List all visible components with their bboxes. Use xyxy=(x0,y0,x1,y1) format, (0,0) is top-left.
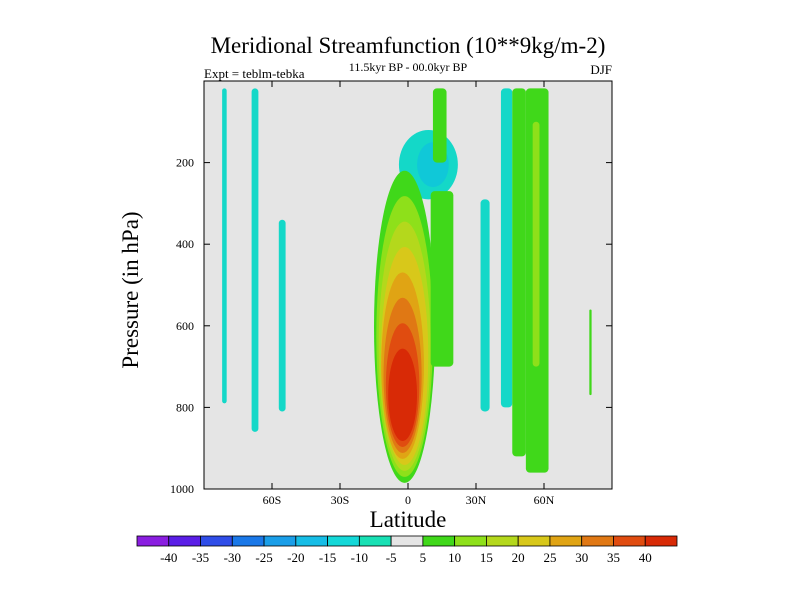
x-tick-label: 30N xyxy=(466,493,487,507)
colorbar-label: 10 xyxy=(448,550,461,565)
contour-band-8 xyxy=(480,199,490,412)
colorbar-swatch xyxy=(486,535,519,547)
colorbar-swatch xyxy=(136,535,170,547)
plot-area xyxy=(203,80,613,490)
colorbar-swatch xyxy=(644,535,678,547)
contour-band-7 xyxy=(430,191,454,367)
season-label: DJF xyxy=(590,62,612,77)
y-tick-label: 200 xyxy=(176,156,194,170)
colorbar-swatch xyxy=(613,535,646,547)
colorbar-label: -15 xyxy=(319,550,336,565)
contour-band-13 xyxy=(589,309,592,396)
experiment-label: Expt = teblm-tebka xyxy=(204,66,305,81)
colorbar-swatch xyxy=(390,535,424,547)
colorbar-label: -40 xyxy=(160,550,177,565)
x-tick-label: 60N xyxy=(534,493,555,507)
colorbar-label: -20 xyxy=(287,550,304,565)
contour-band-0 xyxy=(222,88,227,404)
y-axis: 200 400 600 800 1000 xyxy=(170,156,612,496)
y-tick-label: 1000 xyxy=(170,482,194,496)
colorbar-swatch xyxy=(327,535,360,547)
colorbar-label: 20 xyxy=(512,550,525,565)
y-tick-label: 800 xyxy=(176,400,194,414)
x-tick-label: 60S xyxy=(263,493,282,507)
y-tick-label: 400 xyxy=(176,237,194,251)
contour-band-9 xyxy=(500,88,513,408)
colorbar-label: -5 xyxy=(386,550,397,565)
colorbar-swatch xyxy=(231,535,265,547)
colorbar-swatch xyxy=(358,535,392,547)
contour-band-1 xyxy=(251,88,259,432)
chart-title: Meridional Streamfunction (10**9kg/m-2) xyxy=(211,33,606,58)
y-axis-label: Pressure (in hPa) xyxy=(118,211,143,368)
colorbar-label: 35 xyxy=(607,550,620,565)
colorbar-swatch xyxy=(168,535,201,547)
contour-band-5 xyxy=(432,88,447,163)
x-axis-label: Latitude xyxy=(370,507,447,532)
x-tick-label: 30S xyxy=(331,493,350,507)
colorbar-swatch xyxy=(295,535,328,547)
x-tick-label: 0 xyxy=(405,493,411,507)
colorbar-swatch xyxy=(200,535,233,547)
colorbar-swatch xyxy=(549,535,583,547)
colorbar-label: 40 xyxy=(639,550,652,565)
y-tick-label: 600 xyxy=(176,319,194,333)
contour-features xyxy=(222,88,592,483)
contour-band-2 xyxy=(278,219,286,412)
colorbar-label: -10 xyxy=(351,550,368,565)
colorbar-swatch xyxy=(517,535,551,547)
contour-band-10 xyxy=(512,88,526,457)
colorbar-label: -25 xyxy=(255,550,272,565)
colorbar-swatch xyxy=(263,535,297,547)
cell-level-7 xyxy=(388,348,418,441)
chart-subtitle: 11.5kyr BP - 00.0kyr BP xyxy=(349,60,468,74)
colorbar-label: 30 xyxy=(575,550,588,565)
colorbar-swatch xyxy=(581,535,614,547)
colorbar-label: 15 xyxy=(480,550,493,565)
colorbar: -40 -35 -30 -25 -20 -15 -10 -5 5 10 15 20 25 30 35 40 xyxy=(136,535,678,565)
colorbar-label: -30 xyxy=(224,550,241,565)
contour-band-12 xyxy=(532,121,540,367)
colorbar-label: 25 xyxy=(543,550,556,565)
colorbar-swatch xyxy=(422,535,456,547)
x-axis: 60S 30S 0 30N 60N xyxy=(263,81,555,507)
colorbar-label: 5 xyxy=(420,550,427,565)
colorbar-swatch xyxy=(454,535,487,547)
hadley-cell-contours xyxy=(374,170,436,483)
colorbar-label: -35 xyxy=(192,550,209,565)
